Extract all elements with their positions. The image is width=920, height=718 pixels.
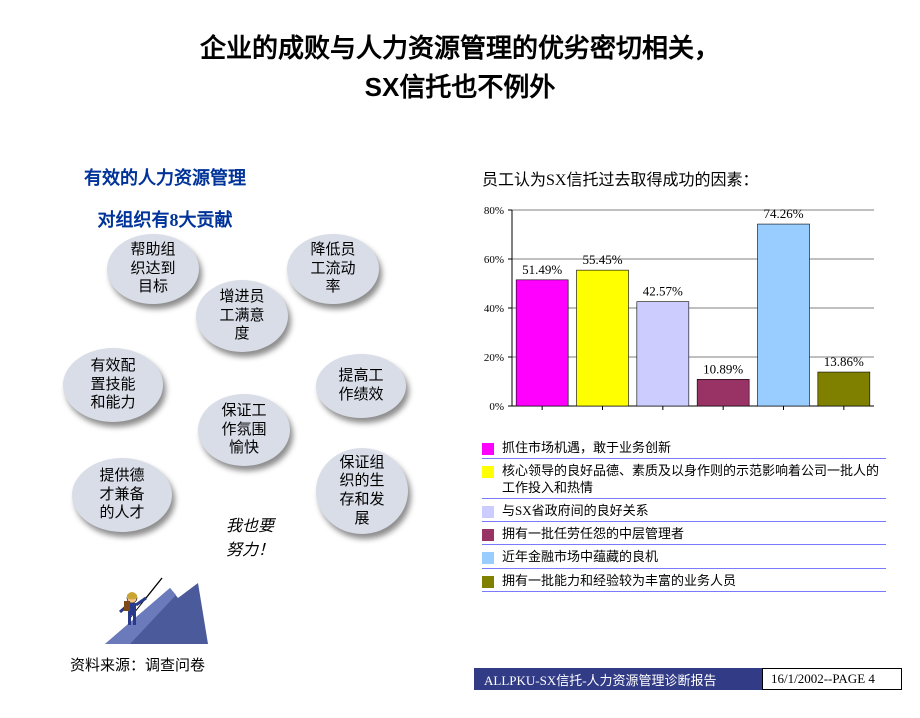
footer-date-page: 16/1/2002--PAGE 4 (762, 668, 902, 690)
source-text: 资料来源：调查问卷 (70, 654, 205, 675)
svg-text:51.49%: 51.49% (522, 262, 562, 277)
legend-swatch (482, 506, 494, 518)
legend-label: 与SX省政府间的良好关系 (502, 503, 649, 519)
legend-label: 核心领导的良好品德、素质及以身作则的示范影响着公司一批人的工作投入和热情 (502, 463, 886, 496)
bubble-7: 保证组织的生存和发展 (316, 448, 408, 534)
legend-label: 拥有一批任劳任怨的中层管理者 (502, 526, 684, 542)
legend-item-2: 与SX省政府间的良好关系 (482, 499, 886, 522)
chart-legend: 抓住市场机遇，敢于业务创新核心领导的良好品德、素质及以身作则的示范影响着公司一批… (482, 436, 886, 592)
legend-swatch (482, 466, 494, 478)
svg-text:80%: 80% (484, 205, 504, 217)
svg-text:40%: 40% (484, 303, 504, 315)
legend-item-4: 近年金融市场中蕴藏的良机 (482, 545, 886, 568)
svg-text:0%: 0% (489, 401, 504, 413)
svg-text:74.26%: 74.26% (763, 206, 803, 221)
svg-text:60%: 60% (484, 254, 504, 266)
bubble-4: 提高工作绩效 (316, 354, 406, 418)
svg-text:42.57%: 42.57% (643, 284, 683, 299)
legend-swatch (482, 443, 494, 455)
bubble-5: 保证工作氛围愉快 (198, 394, 290, 466)
climber-illustration (100, 548, 210, 648)
motivation-caption: 我也要努力！ (226, 512, 274, 560)
svg-text:10.89%: 10.89% (703, 361, 743, 376)
chart-title: 员工认为SX信托过去取得成功的因素： (482, 166, 758, 190)
footer-report-name: ALLPKU-SX信托-人力资源管理诊断报告 (474, 668, 762, 690)
legend-swatch (482, 529, 494, 541)
legend-item-0: 抓住市场机遇，敢于业务创新 (482, 436, 886, 459)
bubble-6: 提供德才兼备的人才 (72, 458, 172, 532)
bubble-1: 降低员工流动率 (287, 234, 379, 304)
legend-item-5: 拥有一批能力和经验较为丰富的业务人员 (482, 569, 886, 592)
bubble-0: 帮助组织达到目标 (107, 234, 199, 304)
legend-item-1: 核心领导的良好品德、素质及以身作则的示范影响着公司一批人的工作投入和热情 (482, 459, 886, 499)
footer-bar: ALLPKU-SX信托-人力资源管理诊断报告 16/1/2002--PAGE 4 (474, 668, 902, 690)
svg-text:13.86%: 13.86% (824, 354, 864, 369)
left-heading-2: 对组织有8大贡献 (40, 206, 290, 232)
bubble-3: 有效配置技能和能力 (63, 348, 163, 422)
page-title-line1: 企业的成败与人力资源管理的优劣密切相关， (0, 28, 920, 65)
bar-chart: 0% 20% 40% 60% 80% 51.49% 55.45% 42.57% 10.89% 74… (470, 200, 890, 420)
bubble-2: 增进员工满意度 (196, 280, 288, 352)
legend-label: 近年金融市场中蕴藏的良机 (502, 549, 658, 565)
legend-swatch (482, 552, 494, 564)
svg-text:20%: 20% (484, 352, 504, 364)
legend-item-3: 拥有一批任劳任怨的中层管理者 (482, 522, 886, 545)
legend-label: 拥有一批能力和经验较为丰富的业务人员 (502, 573, 736, 589)
legend-swatch (482, 576, 494, 588)
legend-label: 抓住市场机遇，敢于业务创新 (502, 440, 671, 456)
svg-text:55.45%: 55.45% (582, 252, 622, 267)
page-title-line2: SX信托也不例外 (0, 67, 920, 104)
left-heading-1: 有效的人力资源管理 (40, 164, 290, 190)
